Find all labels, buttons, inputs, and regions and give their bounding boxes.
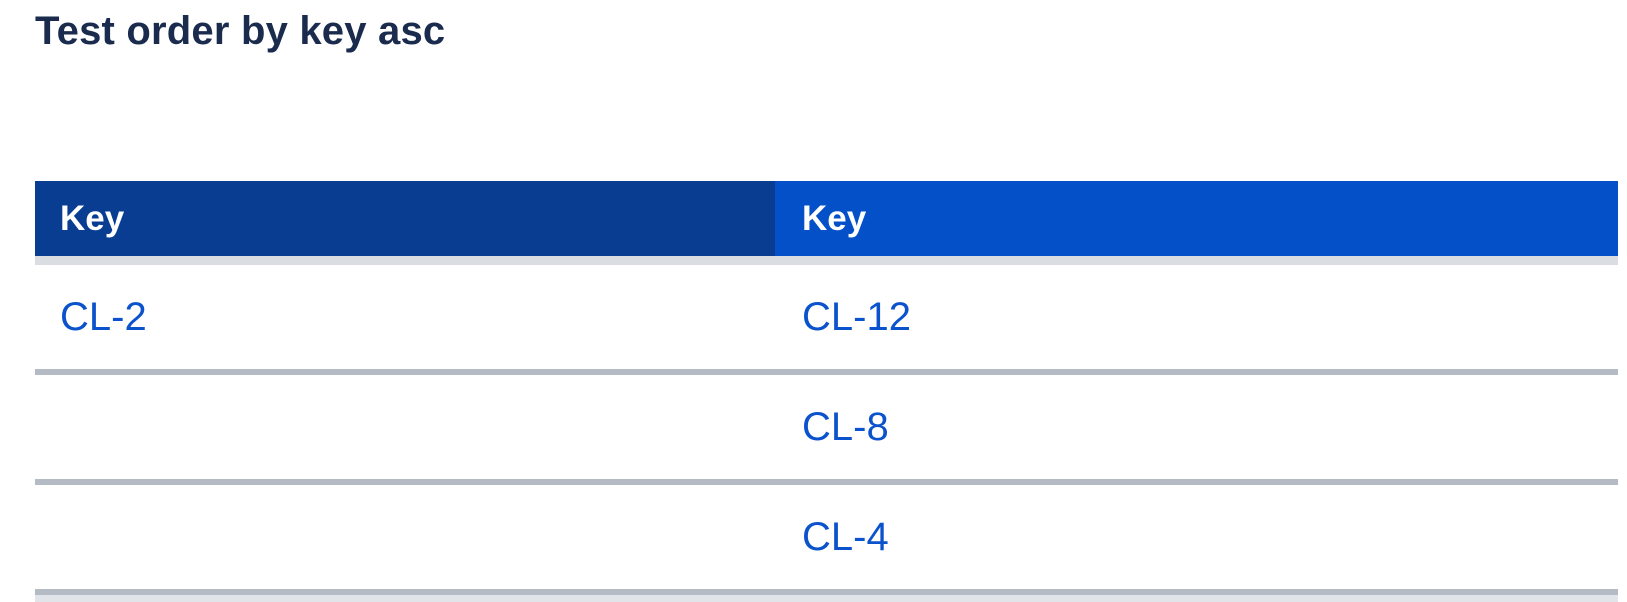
page-title: Test order by key asc (35, 8, 446, 53)
table-row: CL-12 (775, 265, 1618, 375)
issue-link-cl-2[interactable]: CL-2 (60, 294, 147, 339)
issue-table-right: Key CL-12 CL-8 CL-4 (775, 181, 1618, 595)
issue-table-left: Key CL-2 (35, 181, 775, 595)
table-row: CL-4 (775, 485, 1618, 595)
column-header-key-left[interactable]: Key (35, 181, 775, 265)
table-row: CL-8 (775, 375, 1618, 485)
table-row (35, 375, 775, 485)
issue-link-cl-8[interactable]: CL-8 (802, 404, 889, 449)
table-row (35, 485, 775, 595)
table-bottom-band (35, 595, 1618, 602)
issue-link-cl-12[interactable]: CL-12 (802, 294, 911, 339)
column-header-label: Key (802, 198, 867, 238)
column-header-label: Key (60, 198, 125, 238)
issue-link-cl-4[interactable]: CL-4 (802, 514, 889, 559)
tables-container: Key CL-2 Key CL-12 CL-8 CL-4 (35, 181, 1618, 595)
column-header-key-right[interactable]: Key (775, 181, 1618, 265)
table-row: CL-2 (35, 265, 775, 375)
